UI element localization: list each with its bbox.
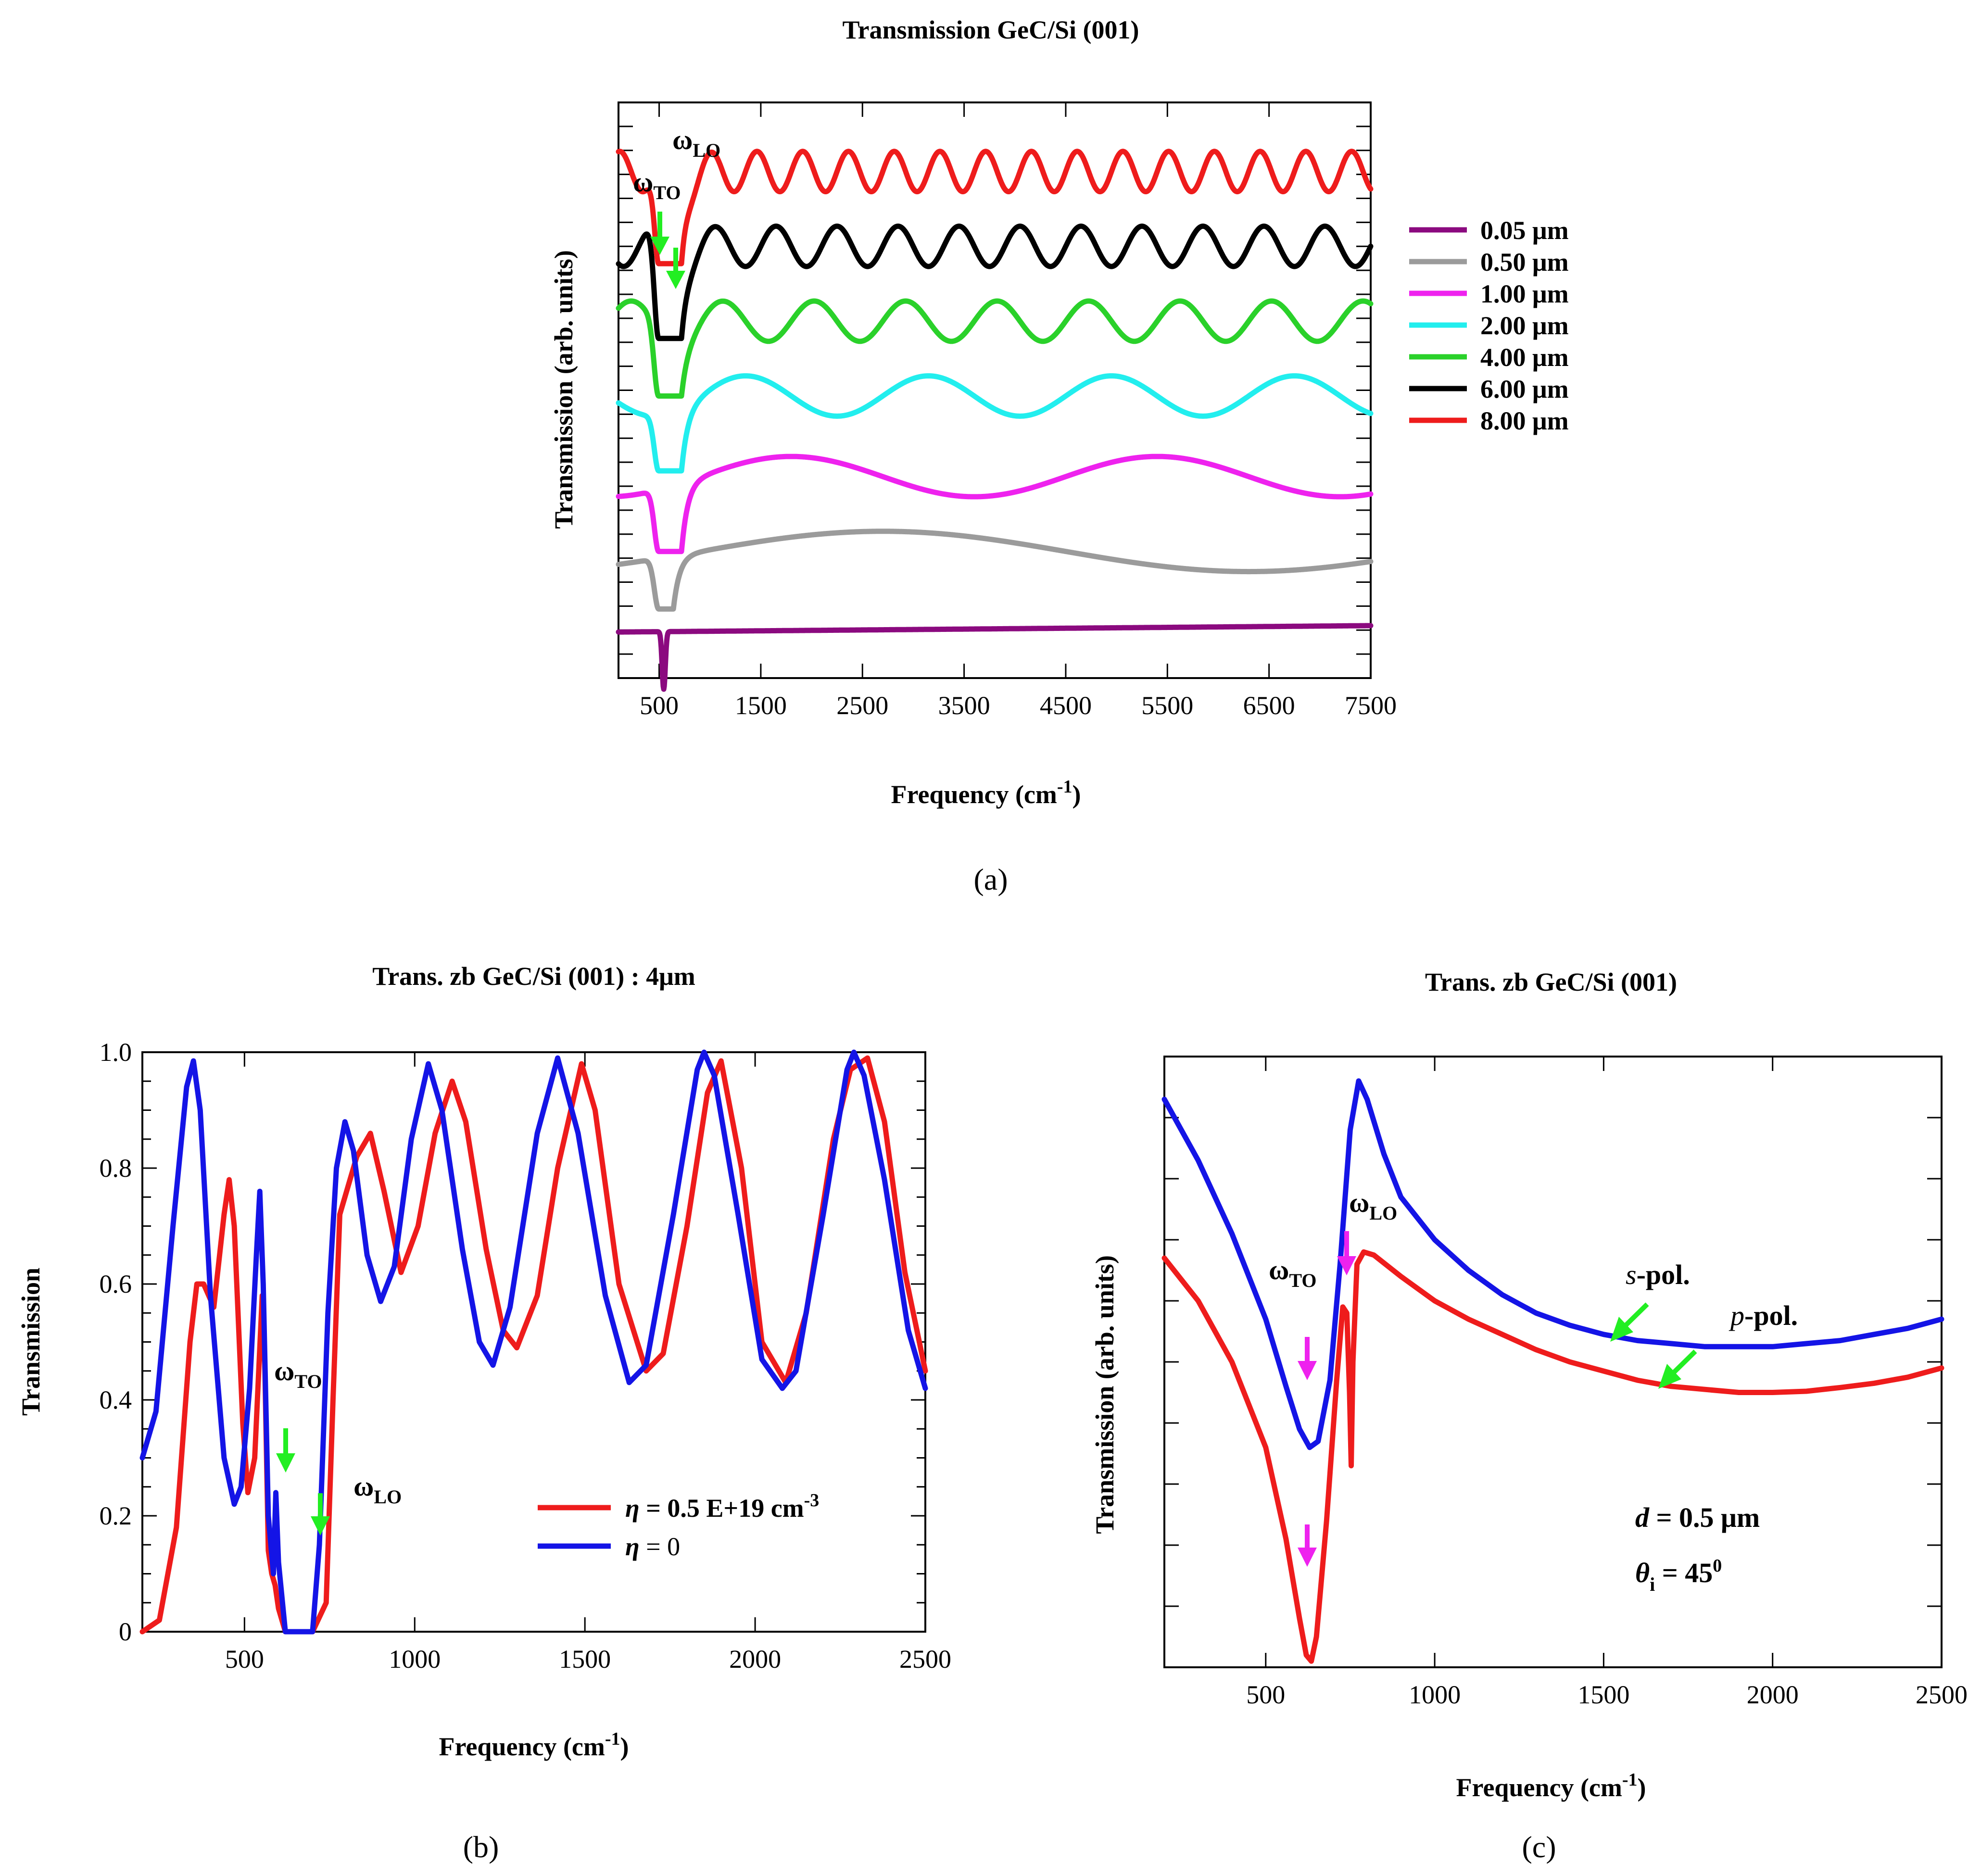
panel-b-x-tick-labels: 500 1000 1500 2000 2500 [225, 1645, 951, 1674]
panel-a-arrow-to [650, 212, 669, 255]
panel-b-x-tick-label: 500 [225, 1645, 264, 1674]
panel-c: Trans. zb GeC/Si (001) 500 1000 1500 2000 25… [1090, 968, 1968, 1864]
panel-b-y-axis-label: Transmission [16, 1268, 45, 1416]
panel-c-ticks [1164, 1056, 1943, 1668]
panel-b-x-tick-label: 2000 [729, 1645, 781, 1674]
panel-a-series-0-05-m [616, 623, 1374, 692]
panel-c-thickness-label: d = 0.5 μm [1635, 1502, 1760, 1533]
panel-a-series-2-00-m [616, 373, 1374, 474]
panel-c-caption: (c) [1522, 1830, 1556, 1864]
panel-c-series-p-pol [1161, 1249, 1944, 1664]
panel-b-y-tick-label: 0.4 [100, 1385, 132, 1414]
panel-b-series-doped [139, 1055, 928, 1635]
legend-label-doped: η = 0.5 E+19 cm-3 [625, 1490, 819, 1523]
panel-a-series-6-00-m [616, 223, 1374, 341]
panel-b-y-tick-label: 1.0 [100, 1038, 132, 1067]
panel-a-series-0-50-m [616, 529, 1374, 612]
panel-a-legend: 0.05 μm 0.50 μm 1.00 μm 2.00 μm 4.00 μm … [1409, 216, 1569, 435]
panel-b-x-tick-label: 2500 [899, 1645, 951, 1674]
panel-a-x-tick-label: 7500 [1345, 691, 1397, 720]
panel-c-arrow-p-pol [1658, 1349, 1697, 1389]
panel-c-title: Trans. zb GeC/Si (001) [1425, 968, 1677, 996]
panel-b-series [139, 1049, 928, 1635]
panel-c-omega-lo-label: ωLO [1349, 1187, 1397, 1224]
panel-a-series-1-00-m [616, 453, 1374, 554]
panel-c-arrow-lo [1337, 1231, 1356, 1275]
panel-c-s-pol-label: s-pol. [1626, 1259, 1690, 1290]
panel-b-x-tick-label: 1500 [559, 1645, 611, 1674]
panel-c-series-s-pol [1161, 1078, 1944, 1450]
panel-b-legend: η = 0.5 E+19 cm-3 η = 0 [538, 1490, 819, 1561]
panel-a-y-axis-label: Transmission (arb. units) [549, 250, 578, 529]
panel-b-y-tick-label: 0.2 [100, 1501, 132, 1530]
panel-b-omega-lo-label: ωLO [353, 1471, 402, 1508]
panel-a-x-tick-labels: 500 1500 2500 3500 4500 5500 6500 7500 [640, 691, 1397, 720]
panel-c-x-axis-label: Frequency (cm-1) [1456, 1770, 1646, 1802]
panel-b-ticks [142, 1051, 926, 1633]
panel-a-title: Transmission GeC/Si (001) [842, 15, 1139, 44]
legend-label-0-05: 0.05 μm [1480, 216, 1569, 245]
panel-b-x-tick-label: 1000 [389, 1645, 441, 1674]
panel-c-angle-label: θi = 450 [1635, 1556, 1722, 1595]
panel-b-omega-to-label: ωTO [274, 1355, 322, 1392]
panel-c-arrow-to-lower [1298, 1524, 1317, 1567]
panel-c-p-pol-label: p-pol. [1729, 1300, 1798, 1331]
panel-a-x-tick-label: 500 [640, 691, 679, 720]
panel-c-x-tick-label: 1000 [1409, 1680, 1461, 1709]
legend-label-4-00: 4.00 μm [1480, 343, 1569, 372]
panel-b-x-axis-label: Frequency (cm-1) [439, 1729, 629, 1761]
panel-c-omega-to-label: ωTO [1269, 1254, 1316, 1291]
panel-b-arrow-lo [311, 1493, 330, 1536]
panel-a-series-8-00-m [616, 149, 1374, 266]
panel-a-omega-to-label: ωTO [633, 166, 681, 203]
panel-a-x-tick-label: 4500 [1040, 691, 1092, 720]
panel-a-x-tick-label: 5500 [1141, 691, 1193, 720]
panel-a-x-tick-label: 1500 [735, 691, 787, 720]
panel-a-caption: (a) [973, 862, 1008, 896]
panel-a-omega-lo-label: ωLO [672, 124, 720, 161]
panel-a-x-tick-label: 2500 [836, 691, 888, 720]
panel-b-title: Trans. zb GeC/Si (001) : 4μm [372, 962, 695, 991]
panel-c-x-tick-label: 2000 [1747, 1680, 1799, 1709]
panel-b-series-undoped [139, 1049, 928, 1635]
panel-b-y-tick-label: 0.6 [100, 1270, 132, 1298]
legend-label-1-00: 1.00 μm [1480, 279, 1569, 308]
panel-b-arrow-to [276, 1428, 295, 1473]
panel-a-x-axis-label: Frequency (cm-1) [891, 777, 1081, 809]
panel-a-x-tick-label: 6500 [1243, 691, 1295, 720]
panel-c-series [1161, 1078, 1944, 1664]
panel-c-arrow-s-pol [1610, 1302, 1649, 1342]
panel-b-y-tick-label: 0.8 [100, 1154, 132, 1183]
panel-a-ticks [618, 101, 1372, 679]
panel-b-y-tick-labels: 0 0.2 0.4 0.6 0.8 1.0 [100, 1038, 132, 1646]
panel-b: Trans. zb GeC/Si (001) : 4μm 500 1000 1500… [16, 962, 951, 1864]
panel-a-arrow-lo [666, 248, 685, 289]
panel-c-x-tick-labels: 500 1000 1500 2000 2500 [1246, 1680, 1968, 1709]
panel-b-caption: (b) [463, 1830, 499, 1864]
panel-a-series-4-00-m [616, 298, 1374, 399]
panel-b-y-tick-label: 0 [119, 1617, 132, 1646]
panel-c-x-tick-label: 1500 [1577, 1680, 1629, 1709]
panel-a-series [616, 149, 1374, 692]
legend-label-2-00: 2.00 μm [1480, 311, 1569, 340]
legend-label-undoped: η = 0 [625, 1532, 680, 1561]
panel-a: Transmission GeC/Si (001) 500 1500 2500 350… [549, 15, 1569, 896]
legend-label-0-50: 0.50 μm [1480, 248, 1569, 277]
panel-c-x-tick-label: 500 [1246, 1680, 1285, 1709]
legend-label-8-00: 8.00 μm [1480, 406, 1569, 435]
panel-c-arrow-to-upper [1298, 1337, 1317, 1380]
panel-c-x-tick-label: 2500 [1916, 1680, 1968, 1709]
panel-a-x-tick-label: 3500 [938, 691, 990, 720]
panel-c-y-axis-label: Transmission (arb. units) [1090, 1255, 1119, 1534]
legend-label-6-00: 6.00 μm [1480, 375, 1569, 403]
